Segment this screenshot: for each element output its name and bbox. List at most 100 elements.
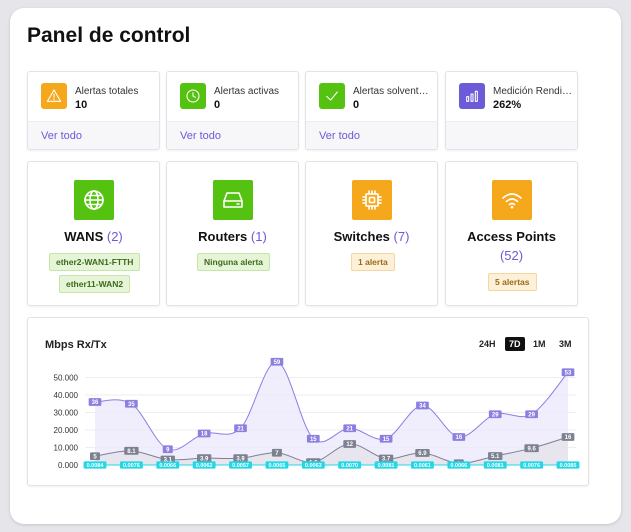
view-all-link[interactable]: Ver todo	[319, 130, 360, 142]
rx-point	[561, 368, 575, 377]
rx-label: 36	[92, 400, 99, 406]
device-card-access-points[interactable]: Access Points (52) 5 alertas	[445, 161, 578, 306]
device-tag[interactable]: ether11-WAN2	[59, 275, 131, 293]
rx-label: 29	[492, 412, 499, 418]
stat-footer: Ver todo	[306, 121, 437, 149]
tx-point	[415, 449, 430, 457]
stat-label: Alertas solventadas	[353, 86, 433, 97]
stat-value: 0	[353, 99, 360, 111]
rx-point	[343, 424, 357, 433]
stat-footer: Ver todo	[28, 121, 159, 149]
page-title: Panel de control	[27, 24, 191, 47]
router-icon	[213, 180, 253, 220]
bar-chart-icon	[459, 83, 485, 109]
rx-point	[234, 424, 247, 433]
tx-label: 3.7	[382, 457, 391, 463]
tx3-point	[556, 461, 580, 469]
tx3-point	[156, 461, 180, 469]
tx-label: 5	[93, 454, 97, 460]
stat-card: Medición Rendimiento 262%	[445, 71, 578, 150]
rx-label: 16	[456, 435, 463, 441]
rx-point	[162, 445, 173, 454]
device-card-routers[interactable]: Routers (1) Ninguna alerta	[166, 161, 299, 306]
device-count: (1)	[250, 229, 267, 244]
device-card-wans[interactable]: WANS (2) ether2-WAN1-FTTH ether11-WAN2	[27, 161, 160, 306]
y-tick-label: 20.000	[54, 426, 79, 435]
tx-label: 3.9	[236, 456, 245, 462]
stat-value: 10	[75, 99, 88, 111]
range-button-24h[interactable]: 24H	[479, 339, 496, 349]
range-button-1m[interactable]: 1M	[533, 339, 546, 349]
rx-point	[379, 434, 393, 443]
rx-label: 34	[419, 404, 426, 410]
rx-label: 29	[528, 412, 535, 418]
device-card-switches[interactable]: Switches (7) 1 alerta	[305, 161, 438, 306]
tx3-label: 0.0081	[487, 463, 504, 469]
tx3-point	[411, 461, 434, 469]
device-tag[interactable]: ether2-WAN1-FTTH	[49, 253, 141, 271]
rx-point	[416, 401, 429, 410]
rx-point	[88, 398, 102, 406]
stat-label: Medición Rendimiento	[493, 86, 573, 97]
tx3-point	[265, 461, 289, 469]
rx-label: 53	[565, 370, 572, 376]
device-tag[interactable]: Ninguna alerta	[197, 253, 271, 271]
tx3-label: 0.0057	[232, 463, 249, 469]
tx3-point	[374, 461, 398, 469]
y-tick-label: 50.000	[54, 374, 79, 383]
rx-point	[306, 434, 320, 443]
chart-title: Mbps Rx/Tx	[45, 339, 107, 351]
stat-card: Alertas activas 0 Ver todo	[166, 71, 299, 150]
view-all-link[interactable]: Ver todo	[180, 130, 221, 142]
tx3-label: 0.0085	[560, 463, 577, 469]
rx-label: 18	[201, 432, 208, 438]
check-icon	[319, 83, 345, 109]
rx-point	[270, 357, 284, 366]
tx3-point	[338, 461, 362, 469]
clock-icon	[180, 83, 206, 109]
stat-value: 262%	[493, 99, 522, 111]
rx-label: 21	[237, 426, 244, 432]
tx3-label: 0.0076	[523, 463, 540, 469]
tx-point	[233, 454, 248, 463]
view-all-link[interactable]: Ver todo	[41, 130, 82, 142]
device-tag[interactable]: 5 alertas	[488, 273, 537, 291]
tx-label: 9.6	[527, 446, 536, 452]
device-count: (7)	[393, 229, 410, 244]
rx-point	[125, 399, 138, 408]
tx-point	[124, 446, 139, 455]
stat-card: Alertas totales 10 Ver todo	[27, 71, 160, 150]
tx3-label: 0.0065	[269, 463, 286, 469]
tx3-point	[301, 461, 325, 469]
rx-point	[488, 410, 502, 419]
traffic-chart-card: Mbps Rx/Tx 24H 7D 1M 3M 0.000 10.000 20.000 30…	[27, 317, 589, 486]
rx-point	[197, 429, 211, 438]
device-tag[interactable]: 1 alerta	[351, 253, 395, 271]
tx3-point	[447, 461, 471, 469]
tx3-point	[83, 461, 107, 469]
tx3-label: 0.0084	[87, 463, 105, 469]
rx-label: 15	[383, 437, 390, 443]
y-tick-label: 30.000	[54, 409, 79, 418]
tx-label: 6.9	[418, 451, 427, 457]
tx-label: 5.1	[491, 454, 500, 460]
tx-label: 16	[565, 435, 572, 441]
device-name: Routers (1)	[198, 229, 267, 244]
tx3-point	[520, 461, 544, 469]
stat-card: Alertas solventadas 0 Ver todo	[305, 71, 438, 150]
y-tick-label: 0.000	[58, 461, 79, 470]
tx3-label: 0.0063	[305, 463, 322, 469]
tx-point	[524, 444, 539, 453]
stat-footer: Ver todo	[167, 121, 298, 149]
range-button-3m[interactable]: 3M	[559, 339, 572, 349]
tx3-label: 0.0076	[123, 463, 140, 469]
range-button-7d[interactable]: 7D	[505, 337, 525, 351]
rx-label: 21	[346, 426, 353, 432]
tx3-label: 0.0066	[450, 463, 467, 469]
rx-label: 59	[274, 360, 281, 366]
rx-point	[452, 433, 466, 441]
device-name: Switches (7)	[333, 229, 410, 244]
tx3-point	[119, 461, 143, 469]
rx-label: 35	[128, 402, 135, 408]
tx3-point	[483, 461, 507, 469]
